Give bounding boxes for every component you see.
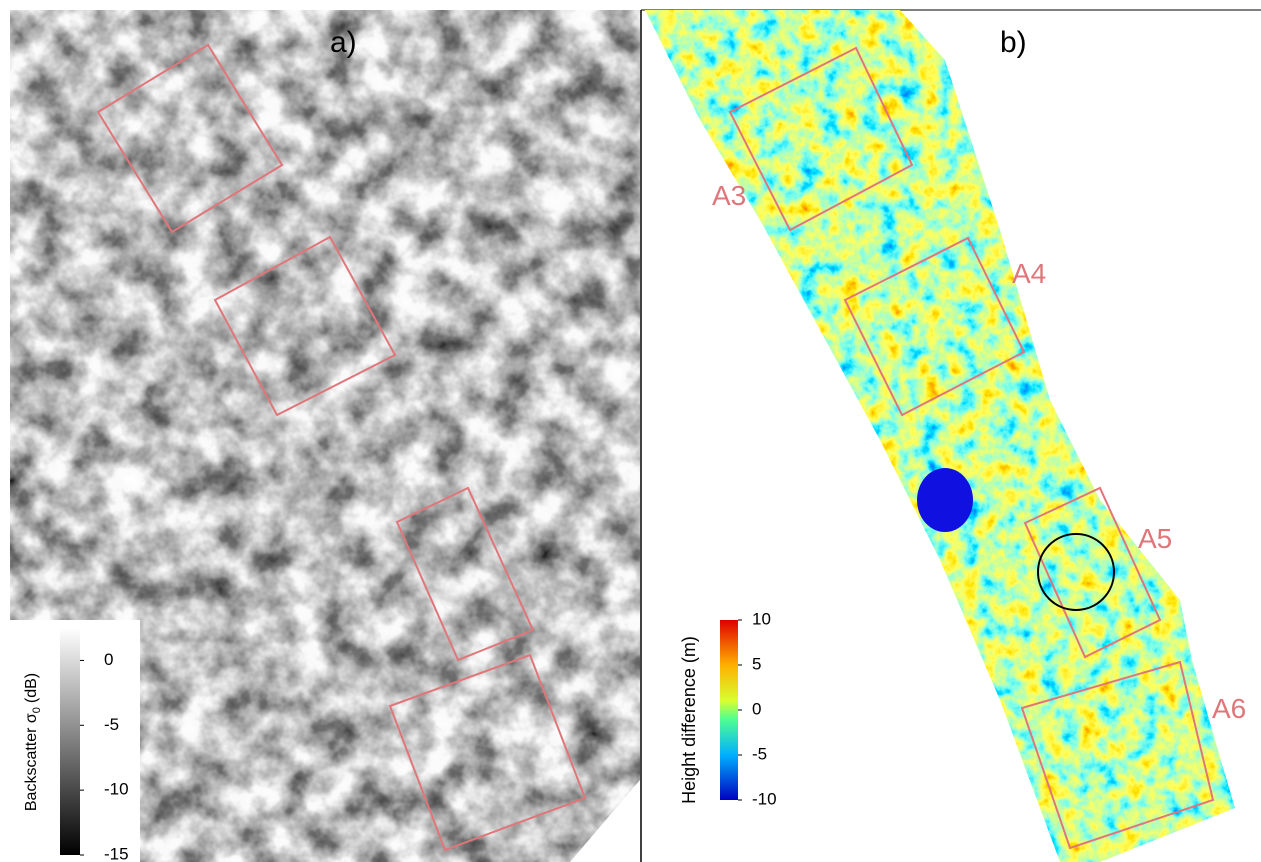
area-label: A3 xyxy=(712,180,746,211)
roi-box xyxy=(213,235,397,417)
colorbar xyxy=(720,620,738,800)
panel-label: a) xyxy=(330,26,357,59)
title-unit: (dB) xyxy=(23,673,40,703)
tick-label: -15 xyxy=(104,844,129,862)
roi-box xyxy=(728,46,914,232)
area-label: A5 xyxy=(1138,523,1172,554)
blue-patch xyxy=(917,468,973,532)
colorbar-title: Height difference (m) xyxy=(679,636,699,804)
colorbar xyxy=(60,628,80,855)
roi-box xyxy=(1020,660,1215,850)
tick-label: 5 xyxy=(752,654,761,673)
roi-box xyxy=(843,236,1026,417)
area-label: A6 xyxy=(1212,693,1246,724)
tick-label: 0 xyxy=(104,650,113,669)
roi-box xyxy=(388,653,587,852)
title-subscript: 0 xyxy=(31,707,43,713)
roi-box xyxy=(395,486,535,662)
tick-label: -10 xyxy=(104,780,129,799)
colorbar-title: Backscatter σ0 (dB) xyxy=(23,673,43,811)
area-label: A4 xyxy=(1012,258,1046,289)
tick-label: -10 xyxy=(752,789,777,808)
panel-label: b) xyxy=(1000,26,1027,59)
roi-box xyxy=(1023,486,1162,659)
tick-label: -5 xyxy=(104,715,119,734)
image-edge xyxy=(570,780,640,862)
highlight-circle xyxy=(1037,533,1115,611)
roi-box xyxy=(96,43,284,234)
tick-label: 0 xyxy=(752,699,761,718)
title-text: Backscatter σ xyxy=(23,713,40,811)
tick-label: -5 xyxy=(752,744,767,763)
tick-label: 10 xyxy=(752,609,771,628)
